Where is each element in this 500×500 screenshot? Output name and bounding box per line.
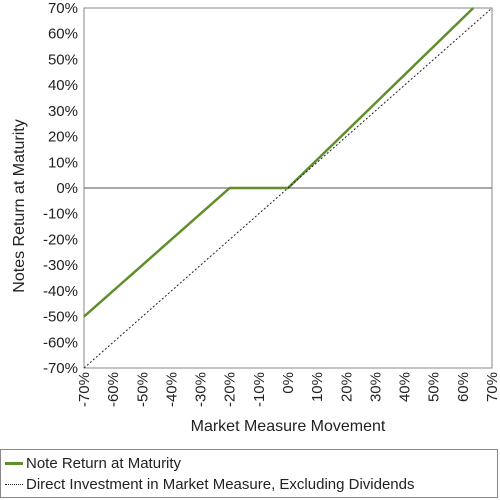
x-tick-label: -40%	[163, 372, 180, 407]
y-tick-label: -40%	[43, 283, 78, 300]
x-tick-label: -10%	[251, 372, 268, 407]
legend-swatch-dotted	[5, 483, 23, 485]
y-tick-label: -50%	[43, 309, 78, 326]
legend-item-note-return: Note Return at Maturity	[5, 453, 181, 473]
x-tick-label: 40%	[397, 372, 414, 402]
y-tick-label: -60%	[43, 334, 78, 351]
series-line-note-return	[83, 7, 475, 318]
x-tick-label: -20%	[222, 372, 239, 407]
x-tick-label: 70%	[484, 372, 500, 402]
legend: Note Return at Maturity Direct Investmen…	[0, 449, 498, 498]
y-tick-label: 70%	[48, 0, 78, 17]
legend-swatch-solid	[5, 461, 23, 465]
x-tick-label: -30%	[193, 372, 210, 407]
x-tick-label: 0%	[280, 372, 297, 394]
y-tick-label: 60%	[48, 26, 78, 43]
x-tick-label: -70%	[76, 372, 93, 407]
x-tick-label: -50%	[134, 372, 151, 407]
y-tick-label: -30%	[43, 257, 78, 274]
series-line-direct-investment	[83, 7, 493, 369]
x-tick-label: 30%	[367, 372, 384, 402]
y-tick-labels: 70% 60% 50% 40% 30% 20% 10% 0% -10% -20% -30% -40% -…	[43, 0, 78, 377]
legend-label: Note Return at Maturity	[26, 454, 182, 472]
x-tick-label: 10%	[309, 372, 326, 402]
x-tick-label: 20%	[338, 372, 355, 402]
series-layer	[83, 7, 493, 369]
x-tick-label: 50%	[426, 372, 443, 402]
y-tick-label: 50%	[48, 51, 78, 68]
legend-item-direct-investment: Direct Investment in Market Measure, Exc…	[5, 474, 415, 494]
y-tick-label: -70%	[43, 360, 78, 377]
y-tick-label: 20%	[48, 129, 78, 146]
y-tick-label: 30%	[48, 103, 78, 120]
y-tick-label: 10%	[48, 154, 78, 171]
x-tick-label: -60%	[105, 372, 122, 407]
y-tick-label: -10%	[43, 206, 78, 223]
x-tick-labels: -70% -60% -50% -40% -30% -20% -10% 0% 10% 20% 30% 4…	[76, 372, 500, 407]
legend-label: Direct Investment in Market Measure, Exc…	[26, 475, 415, 493]
x-tick-label: 60%	[455, 372, 472, 402]
y-tick-label: 0%	[56, 180, 78, 197]
x-axis-title: Market Measure Movement	[191, 418, 386, 435]
y-tick-label: -20%	[43, 231, 78, 248]
y-axis-title: Notes Return at Maturity	[11, 119, 28, 292]
y-tick-label: 40%	[48, 77, 78, 94]
